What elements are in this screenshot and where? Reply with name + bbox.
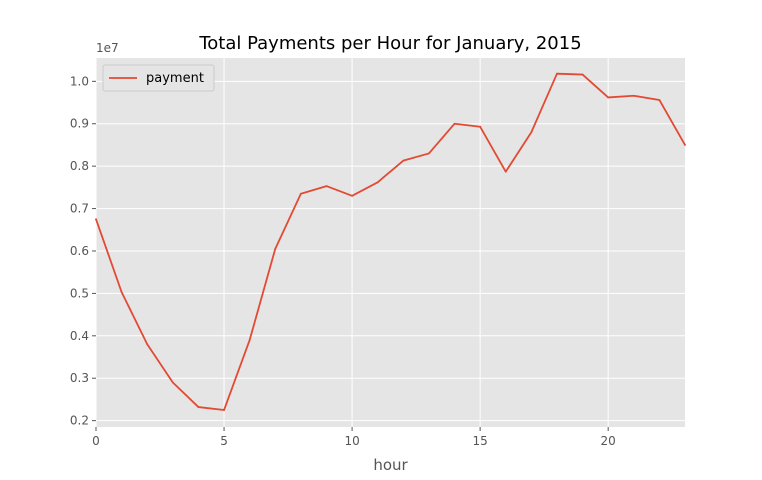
- y-tick-label: 0.2: [70, 414, 89, 428]
- data-point: [171, 381, 174, 384]
- x-axis-label: hour: [373, 456, 408, 474]
- data-point: [453, 122, 456, 125]
- data-point: [479, 125, 482, 128]
- data-point: [504, 170, 507, 173]
- legend: payment: [102, 64, 215, 92]
- data-point: [581, 73, 584, 76]
- y-tick-label: 0.6: [70, 244, 89, 258]
- y-axis-ticks: 0.2 0.3 0.4 0.5 0.6 0.7 0.8 0.9 1.0: [70, 74, 96, 428]
- data-point: [223, 409, 225, 411]
- data-point: [607, 96, 610, 99]
- data-point: [146, 343, 149, 346]
- data-point: [658, 99, 661, 101]
- x-tick-label: 20: [601, 434, 616, 448]
- x-tick-label: 15: [472, 434, 487, 448]
- data-point: [274, 247, 277, 250]
- chart-title: Total Payments per Hour for January, 201…: [198, 33, 581, 54]
- data-point: [428, 152, 430, 155]
- data-point: [325, 185, 328, 187]
- y-tick-label: 1.0: [70, 74, 89, 88]
- legend-box: [102, 64, 215, 92]
- data-point: [632, 94, 635, 97]
- y-tick-label: 0.4: [70, 329, 89, 343]
- data-point: [351, 194, 353, 197]
- data-point: [95, 218, 97, 221]
- data-point: [248, 339, 251, 341]
- x-tick-label: 10: [344, 434, 359, 448]
- y-tick-label: 0.7: [70, 202, 89, 216]
- data-point: [684, 144, 686, 146]
- series-layer: [95, 72, 686, 411]
- y-tick-label: 0.5: [70, 286, 89, 300]
- x-axis-ticks: 0 5 10 15 20: [92, 427, 616, 448]
- y-tick-label: 0.3: [70, 371, 89, 385]
- x-tick-label: 0: [92, 434, 100, 448]
- data-point: [120, 291, 123, 294]
- data-point: [556, 72, 558, 75]
- y-tick-label: 0.8: [70, 159, 89, 173]
- data-point: [197, 406, 200, 408]
- data-point: [299, 192, 302, 195]
- data-point: [530, 131, 533, 134]
- data-point: [376, 181, 379, 184]
- legend-label-payment: payment: [146, 71, 204, 86]
- plot-area: [96, 58, 685, 427]
- y-offset-label: 1e7: [96, 41, 119, 55]
- series-line-payment: [95, 72, 686, 411]
- data-point: [402, 159, 405, 162]
- grid: [95, 58, 685, 427]
- y-tick-label: 0.9: [70, 117, 89, 131]
- x-tick-label: 5: [220, 434, 228, 448]
